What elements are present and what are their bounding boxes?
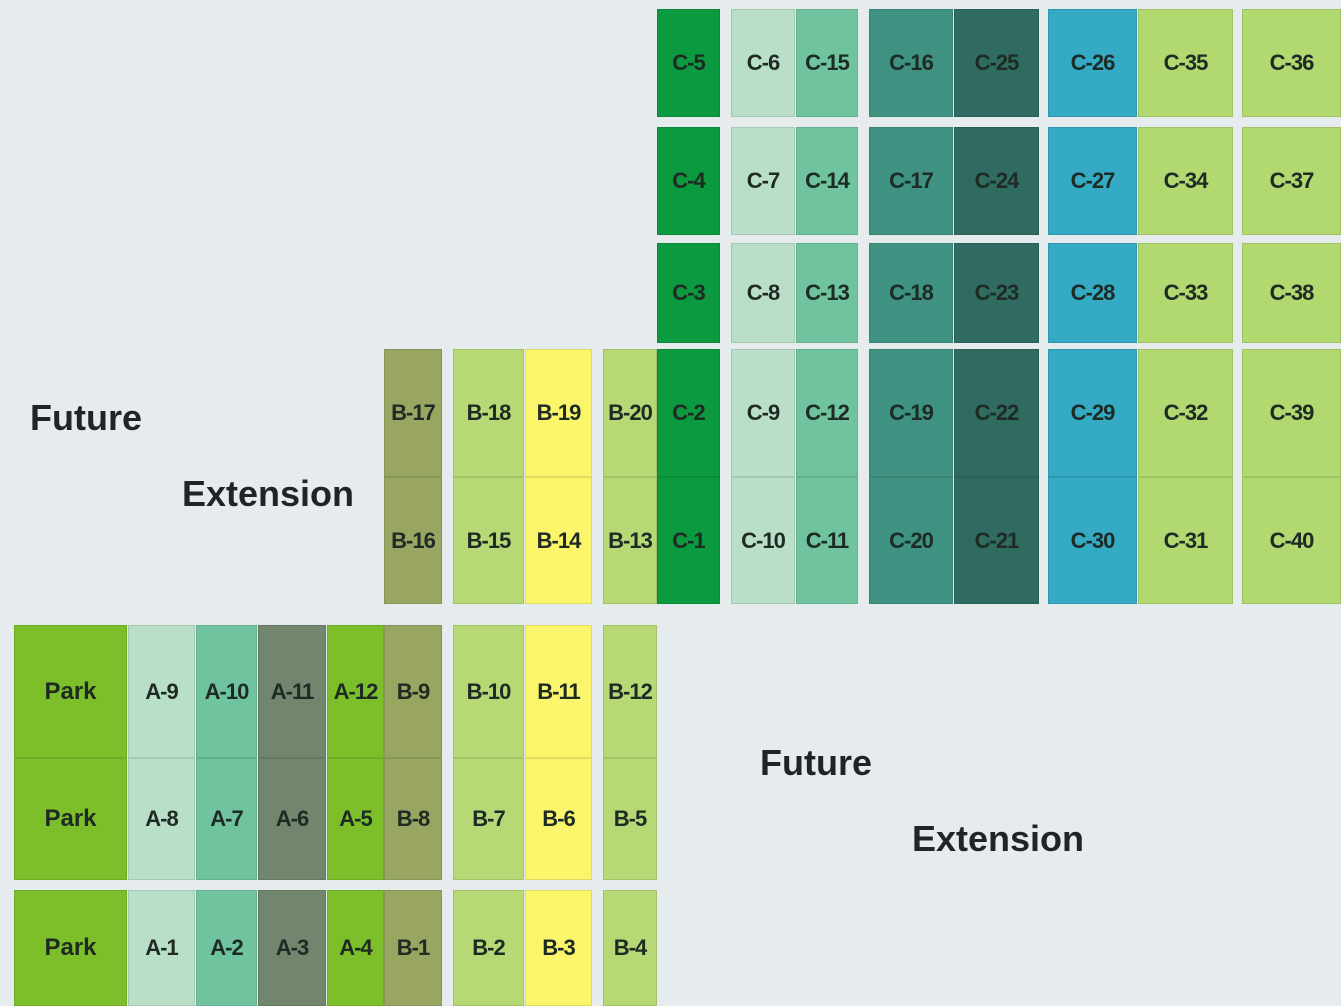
plot-c-9[interactable]: C-9 <box>731 349 795 477</box>
plot-a-3[interactable]: A-3 <box>258 890 326 1006</box>
plot-b-14[interactable]: B-14 <box>525 477 592 604</box>
future-extension-label-right-extension: Extension <box>912 818 1085 859</box>
future-extension-label-left-future: Future <box>30 397 142 438</box>
plot-c-19[interactable]: C-19 <box>869 349 953 477</box>
plot-a-11[interactable]: A-11 <box>258 625 326 758</box>
plot-c-30[interactable]: C-30 <box>1048 477 1137 604</box>
future-extension-label-left-extension: Extension <box>182 473 355 514</box>
plot-c-7[interactable]: C-7 <box>731 127 795 235</box>
plot-a-5[interactable]: A-5 <box>327 758 384 880</box>
plot-b-6[interactable]: B-6 <box>525 758 592 880</box>
plot-a-10[interactable]: A-10 <box>196 625 257 758</box>
plot-c-2[interactable]: C-2 <box>657 349 720 477</box>
plot-c-37[interactable]: C-37 <box>1242 127 1341 235</box>
plot-b-17[interactable]: B-17 <box>384 349 442 477</box>
plot-c-24[interactable]: C-24 <box>954 127 1039 235</box>
plot-a-12[interactable]: A-12 <box>327 625 384 758</box>
plot-b-1[interactable]: B-1 <box>384 890 442 1006</box>
plot-c-33[interactable]: C-33 <box>1138 243 1233 343</box>
plot-c-4[interactable]: C-4 <box>657 127 720 235</box>
plot-c-3[interactable]: C-3 <box>657 243 720 343</box>
plot-b-7[interactable]: B-7 <box>453 758 524 880</box>
plot-a-6[interactable]: A-6 <box>258 758 326 880</box>
plot-c-16[interactable]: C-16 <box>869 9 953 117</box>
plot-c-18[interactable]: C-18 <box>869 243 953 343</box>
plot-a-1[interactable]: A-1 <box>128 890 195 1006</box>
plot-c-13[interactable]: C-13 <box>796 243 858 343</box>
plot-c-8[interactable]: C-8 <box>731 243 795 343</box>
plot-b-4[interactable]: B-4 <box>603 890 657 1006</box>
plot-b-5[interactable]: B-5 <box>603 758 657 880</box>
plot-c-23[interactable]: C-23 <box>954 243 1039 343</box>
plot-c-29[interactable]: C-29 <box>1048 349 1137 477</box>
plot-c-28[interactable]: C-28 <box>1048 243 1137 343</box>
plot-b-20[interactable]: B-20 <box>603 349 657 477</box>
plot-c-36[interactable]: C-36 <box>1242 9 1341 117</box>
plot-c-27[interactable]: C-27 <box>1048 127 1137 235</box>
plot-park[interactable]: Park <box>14 625 127 758</box>
plot-c-1[interactable]: C-1 <box>657 477 720 604</box>
plot-b-19[interactable]: B-19 <box>525 349 592 477</box>
plot-c-21[interactable]: C-21 <box>954 477 1039 604</box>
plot-a-7[interactable]: A-7 <box>196 758 257 880</box>
plot-a-4[interactable]: A-4 <box>327 890 384 1006</box>
plot-b-2[interactable]: B-2 <box>453 890 524 1006</box>
plot-c-14[interactable]: C-14 <box>796 127 858 235</box>
plot-a-9[interactable]: A-9 <box>128 625 195 758</box>
plot-c-35[interactable]: C-35 <box>1138 9 1233 117</box>
plot-b-18[interactable]: B-18 <box>453 349 524 477</box>
plot-b-3[interactable]: B-3 <box>525 890 592 1006</box>
plot-b-13[interactable]: B-13 <box>603 477 657 604</box>
plot-c-6[interactable]: C-6 <box>731 9 795 117</box>
plot-b-16[interactable]: B-16 <box>384 477 442 604</box>
plot-c-34[interactable]: C-34 <box>1138 127 1233 235</box>
plot-c-40[interactable]: C-40 <box>1242 477 1341 604</box>
plot-c-5[interactable]: C-5 <box>657 9 720 117</box>
plot-c-17[interactable]: C-17 <box>869 127 953 235</box>
plot-c-11[interactable]: C-11 <box>796 477 858 604</box>
future-extension-label-right-future: Future <box>760 742 872 783</box>
plot-c-32[interactable]: C-32 <box>1138 349 1233 477</box>
plot-c-15[interactable]: C-15 <box>796 9 858 117</box>
plot-c-12[interactable]: C-12 <box>796 349 858 477</box>
plot-c-31[interactable]: C-31 <box>1138 477 1233 604</box>
plot-park[interactable]: Park <box>14 890 127 1006</box>
plot-b-10[interactable]: B-10 <box>453 625 524 758</box>
plot-c-25[interactable]: C-25 <box>954 9 1039 117</box>
plot-c-22[interactable]: C-22 <box>954 349 1039 477</box>
plot-a-8[interactable]: A-8 <box>128 758 195 880</box>
plot-b-9[interactable]: B-9 <box>384 625 442 758</box>
plot-c-20[interactable]: C-20 <box>869 477 953 604</box>
plot-b-15[interactable]: B-15 <box>453 477 524 604</box>
plot-a-2[interactable]: A-2 <box>196 890 257 1006</box>
plot-c-10[interactable]: C-10 <box>731 477 795 604</box>
plot-c-39[interactable]: C-39 <box>1242 349 1341 477</box>
plot-b-11[interactable]: B-11 <box>525 625 592 758</box>
plot-b-8[interactable]: B-8 <box>384 758 442 880</box>
plot-b-12[interactable]: B-12 <box>603 625 657 758</box>
plot-c-26[interactable]: C-26 <box>1048 9 1137 117</box>
plot-park[interactable]: Park <box>14 758 127 880</box>
plot-c-38[interactable]: C-38 <box>1242 243 1341 343</box>
